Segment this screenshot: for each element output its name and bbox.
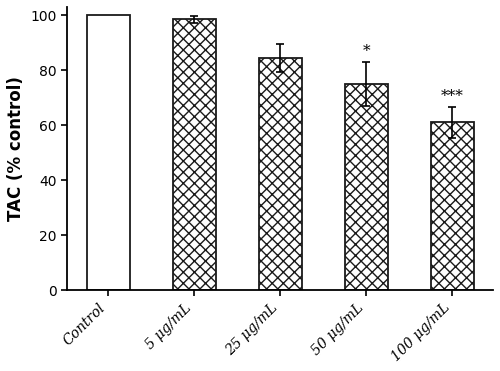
Bar (344, 84, 388, 290)
Bar (430, 122, 474, 290)
Text: *: * (362, 44, 370, 58)
Bar (86, 15, 130, 290)
Bar (172, 19, 216, 290)
Y-axis label: TAC (% control): TAC (% control) (7, 76, 25, 221)
Text: ***: *** (441, 89, 464, 103)
Bar (258, 58, 302, 290)
